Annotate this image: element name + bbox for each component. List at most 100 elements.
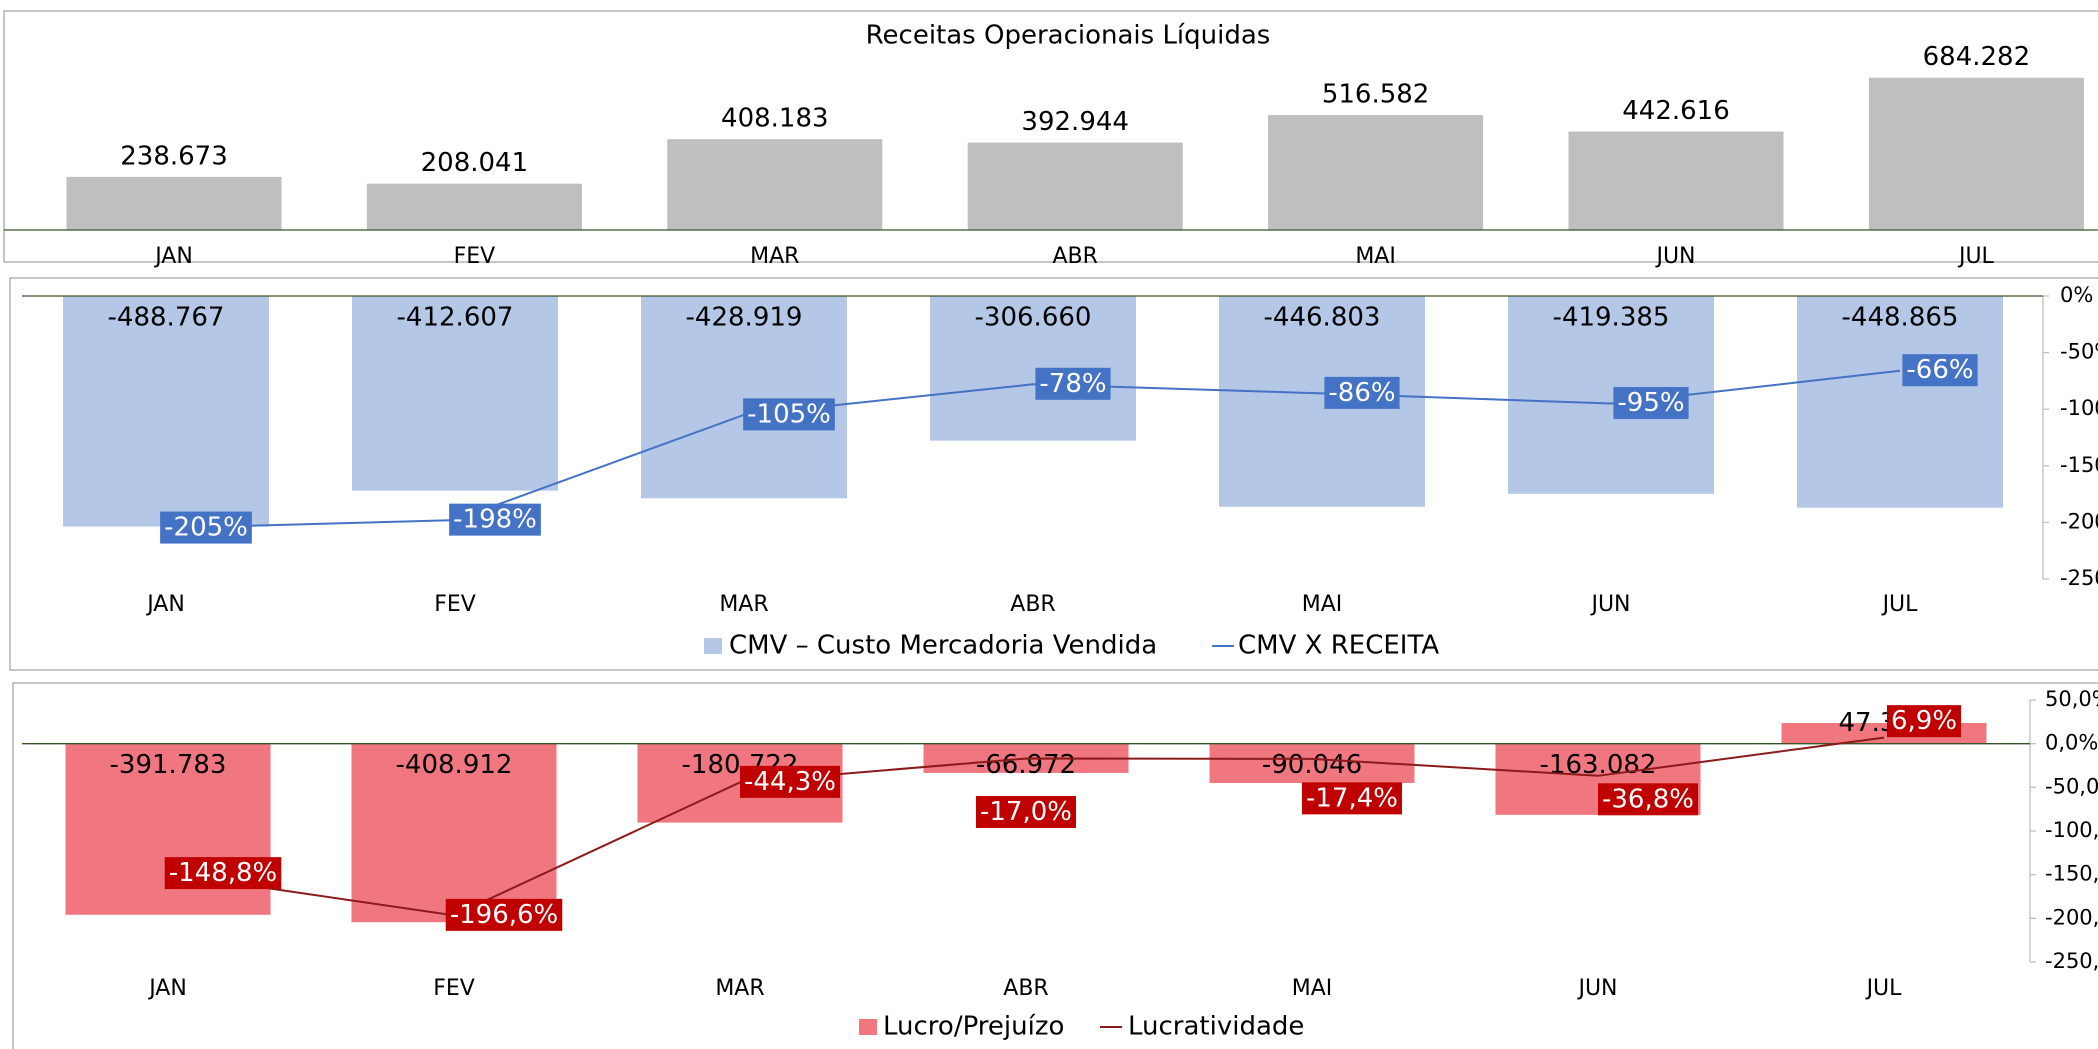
line-label-box	[1613, 387, 1689, 420]
bar-value-label: 408.183	[721, 104, 829, 134]
bar-value-label: 208.041	[421, 148, 529, 178]
x-tick-label: FEV	[434, 592, 476, 617]
x-tick-label: MAR	[715, 976, 764, 1001]
line-value-label: 6,9%	[1891, 706, 1957, 736]
bar	[63, 296, 269, 527]
line-value-label: -17,4%	[1306, 783, 1398, 813]
line-value-label: -86%	[1328, 378, 1395, 408]
line-value-label: -196,6%	[450, 900, 559, 930]
x-tick-label: JUN	[1589, 592, 1630, 617]
x-tick-label: MAI	[1292, 976, 1333, 1001]
x-tick-label: MAI	[1302, 592, 1343, 617]
x-tick-label: JAN	[147, 976, 187, 1001]
bar-value-label: 442.616	[1622, 96, 1730, 126]
x-tick-label: JUN	[1654, 244, 1695, 269]
line-label-box	[1886, 705, 1962, 738]
x-tick-label: JAN	[145, 592, 185, 617]
bar-value-label: -90.046	[1262, 750, 1362, 780]
bar	[366, 183, 582, 230]
bar-value-label: -306.660	[975, 303, 1092, 333]
y2-tick-label: -250%	[2060, 566, 2098, 590]
y2-tick-label: -100,0%	[2045, 818, 2098, 842]
bar	[66, 176, 282, 230]
bar	[1868, 77, 2084, 230]
line-label-box	[1324, 376, 1400, 409]
x-tick-label: MAI	[1355, 244, 1396, 269]
y2-tick-label: -150,0%	[2045, 862, 2098, 886]
line-label-box	[1902, 354, 1978, 387]
bar-value-label: -428.919	[686, 303, 803, 333]
bar-value-label: -408.912	[396, 750, 513, 780]
bar-value-label: -419.385	[1553, 303, 1670, 333]
legend-label: CMV – Custo Mercadoria Vendida	[729, 631, 1157, 661]
x-tick-label: JUL	[1881, 592, 1919, 617]
y2-tick-label: -50%	[2060, 340, 2098, 364]
line-label-box	[164, 857, 282, 890]
chart-title: Receitas Operacionais Líquidas	[866, 21, 1271, 51]
bar	[667, 139, 883, 230]
y2-tick-label: -200%	[2060, 509, 2098, 533]
x-tick-label: JUN	[1576, 976, 1617, 1001]
line-label-box	[740, 765, 840, 798]
x-tick-label: JUL	[1865, 976, 1903, 1001]
y2-tick-label: -200,0%	[2045, 905, 2098, 929]
bar-value-label: -391.783	[110, 750, 227, 780]
bar-value-label: -412.607	[397, 303, 514, 333]
x-tick-label: MAR	[750, 244, 799, 269]
y2-tick-label: -50,0%	[2045, 774, 2098, 798]
legend-swatch	[704, 638, 722, 654]
line-value-label: -78%	[1039, 369, 1106, 399]
legend-label: Lucro/Prejuízo	[883, 1012, 1064, 1042]
x-tick-label: ABR	[1003, 976, 1048, 1001]
x-tick-label: MAR	[719, 592, 768, 617]
line-label-box	[1035, 367, 1111, 400]
bar-value-label: -488.767	[108, 303, 225, 333]
y2-tick-label: 0,0%	[2045, 731, 2098, 755]
bar	[1797, 296, 2003, 508]
line-label-box	[1302, 782, 1402, 815]
bar-value-label: 684.282	[1923, 42, 2031, 72]
x-tick-label: FEV	[454, 244, 496, 269]
line-label-box	[160, 511, 252, 544]
bar-value-label: -66.972	[976, 750, 1076, 780]
x-tick-label: JAN	[153, 244, 193, 269]
bar	[1268, 115, 1484, 230]
x-tick-label: ABR	[1010, 592, 1055, 617]
legend-label: CMV X RECEITA	[1238, 631, 1439, 661]
line-value-label: -44,3%	[744, 767, 836, 797]
y2-tick-label: 0%	[2060, 283, 2093, 307]
line-value-label: -105%	[747, 399, 831, 429]
line-value-label: -36,8%	[1602, 784, 1694, 814]
y2-tick-label: 50,0%	[2045, 687, 2098, 711]
line-label-box	[976, 796, 1076, 829]
bar	[351, 743, 557, 923]
bar-value-label: 516.582	[1322, 80, 1430, 110]
y2-tick-label: -250,0%	[2045, 949, 2098, 973]
legend-label: Lucratividade	[1128, 1012, 1304, 1042]
line-label-box	[743, 398, 835, 431]
line-label-box	[445, 898, 563, 931]
bar	[641, 296, 847, 499]
bar-value-label: -446.803	[1264, 303, 1381, 333]
bar-value-label: 392.944	[1021, 107, 1129, 137]
line-label-box	[1598, 783, 1698, 816]
bar	[352, 296, 558, 491]
bar	[967, 142, 1183, 230]
bar-value-label: 238.673	[120, 141, 228, 171]
line-value-label: -66%	[1906, 355, 1973, 385]
line-value-label: -148,8%	[169, 858, 278, 888]
bar	[1568, 131, 1784, 230]
line-value-label: -95%	[1617, 388, 1684, 418]
line-value-label: -205%	[164, 513, 248, 543]
line-value-label: -17,0%	[980, 797, 1072, 827]
line-label-box	[449, 503, 541, 536]
y2-tick-label: -100%	[2060, 396, 2098, 420]
x-tick-label: ABR	[1052, 244, 1097, 269]
x-tick-label: JUL	[1957, 244, 1995, 269]
x-tick-label: FEV	[433, 976, 475, 1001]
legend-swatch	[859, 1019, 877, 1035]
bar-value-label: -448.865	[1842, 303, 1959, 333]
y2-tick-label: -150%	[2060, 453, 2098, 477]
line-value-label: -198%	[453, 505, 537, 535]
